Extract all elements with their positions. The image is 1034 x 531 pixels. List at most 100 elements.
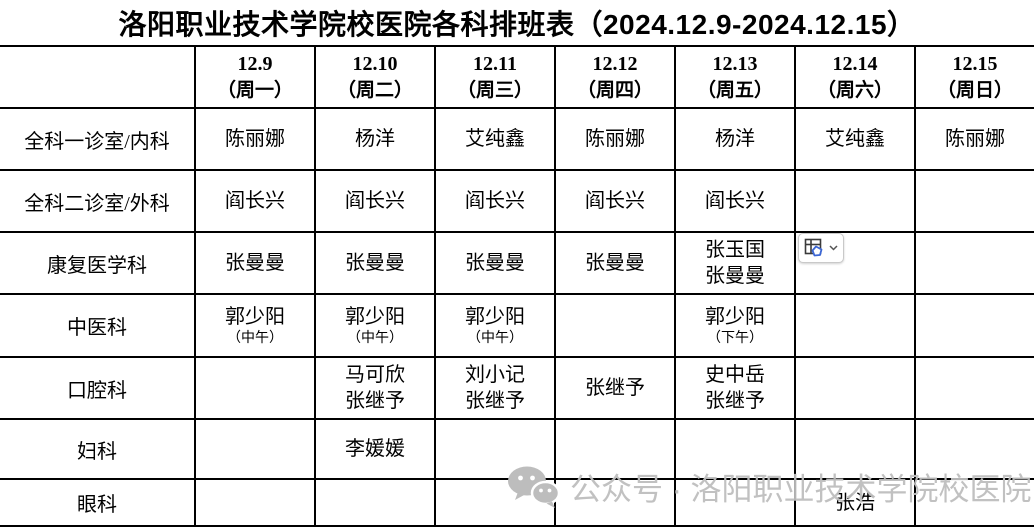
schedule-cell — [914, 478, 1034, 527]
header-date: 12.12 — [592, 52, 638, 75]
schedule-cell: 阎长兴 — [554, 169, 676, 233]
column-header-12.11: 12.11 （周三） — [434, 45, 556, 109]
schedule-cell: 陈丽娜 — [194, 107, 316, 171]
staff-name: 阎长兴 — [705, 190, 765, 212]
header-date: 12.14 — [832, 52, 878, 75]
staff-name: 陈丽娜 — [225, 128, 285, 150]
schedule-cell — [554, 293, 676, 358]
row-header-department: 妇科 — [0, 418, 196, 480]
staff-name: 郭少阳 — [345, 306, 405, 328]
schedule-cell — [314, 478, 436, 527]
schedule-cell: 郭少阳 （中午） — [434, 293, 556, 358]
staff-name: 张曼曼 — [345, 252, 405, 274]
row-header-department: 全科一诊室/内科 — [0, 107, 196, 171]
schedule-cell: 杨洋 — [314, 107, 436, 171]
schedule-cell — [914, 231, 1034, 295]
table-row: 全科二诊室/外科 阎长兴 阎长兴 阎长兴 阎长兴 阎长兴 — [0, 169, 1034, 233]
schedule-cell: 张玉国 张曼曼 — [674, 231, 796, 295]
schedule-cell: 张曼曼 — [194, 231, 316, 295]
schedule-cell — [914, 293, 1034, 358]
schedule-cell — [554, 418, 676, 480]
row-header-department: 康复医学科 — [0, 231, 196, 295]
schedule-cell: 马可欣 张继予 — [314, 356, 436, 420]
schedule-cell: 刘小记 张继予 — [434, 356, 556, 420]
staff-name: 阎长兴 — [585, 190, 645, 212]
row-header-department: 全科二诊室/外科 — [0, 169, 196, 233]
shift-annotation: （中午） — [227, 331, 283, 346]
column-header-12.12: 12.12 （周四） — [554, 45, 676, 109]
schedule-cell: 张继予 — [554, 356, 676, 420]
header-weekday: （周五） — [696, 79, 773, 101]
staff-name: 陈丽娜 — [585, 128, 645, 150]
paste-options-button[interactable] — [798, 233, 844, 263]
schedule-cell — [434, 418, 556, 480]
header-date: 12.11 — [473, 52, 517, 75]
staff-name: 李媛媛 — [345, 438, 405, 460]
schedule-cell — [794, 418, 916, 480]
staff-name: 阎长兴 — [345, 190, 405, 212]
column-header-12.10: 12.10 （周二） — [314, 45, 436, 109]
staff-name: 史中岳 — [705, 364, 765, 386]
staff-name: 郭少阳 — [465, 306, 525, 328]
header-weekday: （周二） — [336, 79, 413, 101]
staff-name: 张玉国 — [705, 239, 765, 261]
column-header-12.13: 12.13 （周五） — [674, 45, 796, 109]
header-weekday: （周三） — [456, 79, 533, 101]
schedule-cell: 李媛媛 — [314, 418, 436, 480]
schedule-cell: 阎长兴 — [194, 169, 316, 233]
row-header-department: 眼科 — [0, 478, 196, 527]
header-weekday: （周六） — [816, 79, 893, 101]
header-date: 12.9 — [237, 52, 273, 75]
staff-name: 杨洋 — [355, 128, 395, 150]
schedule-cell — [674, 418, 796, 480]
staff-name: 刘小记 — [465, 364, 525, 386]
schedule-cell: 阎长兴 — [314, 169, 436, 233]
header-date: 12.13 — [712, 52, 758, 75]
shift-annotation: （中午） — [467, 331, 523, 346]
schedule-cell: 张曼曼 — [314, 231, 436, 295]
table-row: 康复医学科 张曼曼 张曼曼 张曼曼 张曼曼 张玉国 张曼曼 — [0, 231, 1034, 295]
header-date: 12.10 — [352, 52, 398, 75]
schedule-cell: 阎长兴 — [434, 169, 556, 233]
table-row: 中医科 郭少阳 （中午） 郭少阳 （中午） 郭少阳 （中午） 郭少阳 （下午） — [0, 293, 1034, 358]
staff-name: 郭少阳 — [225, 306, 285, 328]
schedule-cell — [554, 478, 676, 527]
shift-annotation: （中午） — [347, 331, 403, 346]
schedule-cell: 艾纯鑫 — [434, 107, 556, 171]
table-row: 全科一诊室/内科 陈丽娜 杨洋 艾纯鑫 陈丽娜 杨洋 艾纯鑫 陈丽娜 — [0, 107, 1034, 171]
staff-name: 张继予 — [705, 390, 765, 412]
header-weekday: （周四） — [576, 79, 653, 101]
staff-name: 张曼曼 — [705, 265, 765, 287]
staff-name: 张曼曼 — [225, 252, 285, 274]
staff-name: 阎长兴 — [225, 190, 285, 212]
staff-name: 郭少阳 — [705, 306, 765, 328]
schedule-cell — [794, 231, 916, 295]
header-weekday: （周日） — [936, 79, 1013, 101]
schedule-cell: 郭少阳 （中午） — [314, 293, 436, 358]
paste-options-table-icon — [804, 238, 823, 257]
table-row: 口腔科 马可欣 张继予 刘小记 张继予 张继予 史中岳 张继予 — [0, 356, 1034, 420]
schedule-cell: 陈丽娜 — [554, 107, 676, 171]
schedule-cell — [194, 356, 316, 420]
column-header-12.14: 12.14 （周六） — [794, 45, 916, 109]
staff-name: 艾纯鑫 — [825, 128, 885, 150]
schedule-cell: 郭少阳 （中午） — [194, 293, 316, 358]
schedule-cell — [794, 356, 916, 420]
column-header-12.15: 12.15 （周日） — [914, 45, 1034, 109]
schedule-cell: 郭少阳 （下午） — [674, 293, 796, 358]
schedule-table: 12.9 （周一） 12.10 （周二） 12.11 （周三） 12.12 （周四） 12.13… — [0, 45, 1034, 527]
schedule-cell — [674, 478, 796, 527]
schedule-cell — [194, 478, 316, 527]
staff-name: 阎长兴 — [465, 190, 525, 212]
table-row: 眼科 张浩 — [0, 478, 1034, 527]
page-title: 洛阳职业技术学院校医院各科排班表（2024.12.9-2024.12.15） — [118, 8, 916, 40]
schedule-cell — [914, 418, 1034, 480]
schedule-cell: 阎长兴 — [674, 169, 796, 233]
staff-name: 陈丽娜 — [945, 128, 1005, 150]
schedule-cell — [914, 356, 1034, 420]
staff-name: 张继予 — [585, 377, 645, 399]
schedule-cell: 史中岳 张继予 — [674, 356, 796, 420]
staff-name: 张曼曼 — [465, 252, 525, 274]
chevron-down-icon — [829, 245, 838, 251]
row-header-department: 口腔科 — [0, 356, 196, 420]
